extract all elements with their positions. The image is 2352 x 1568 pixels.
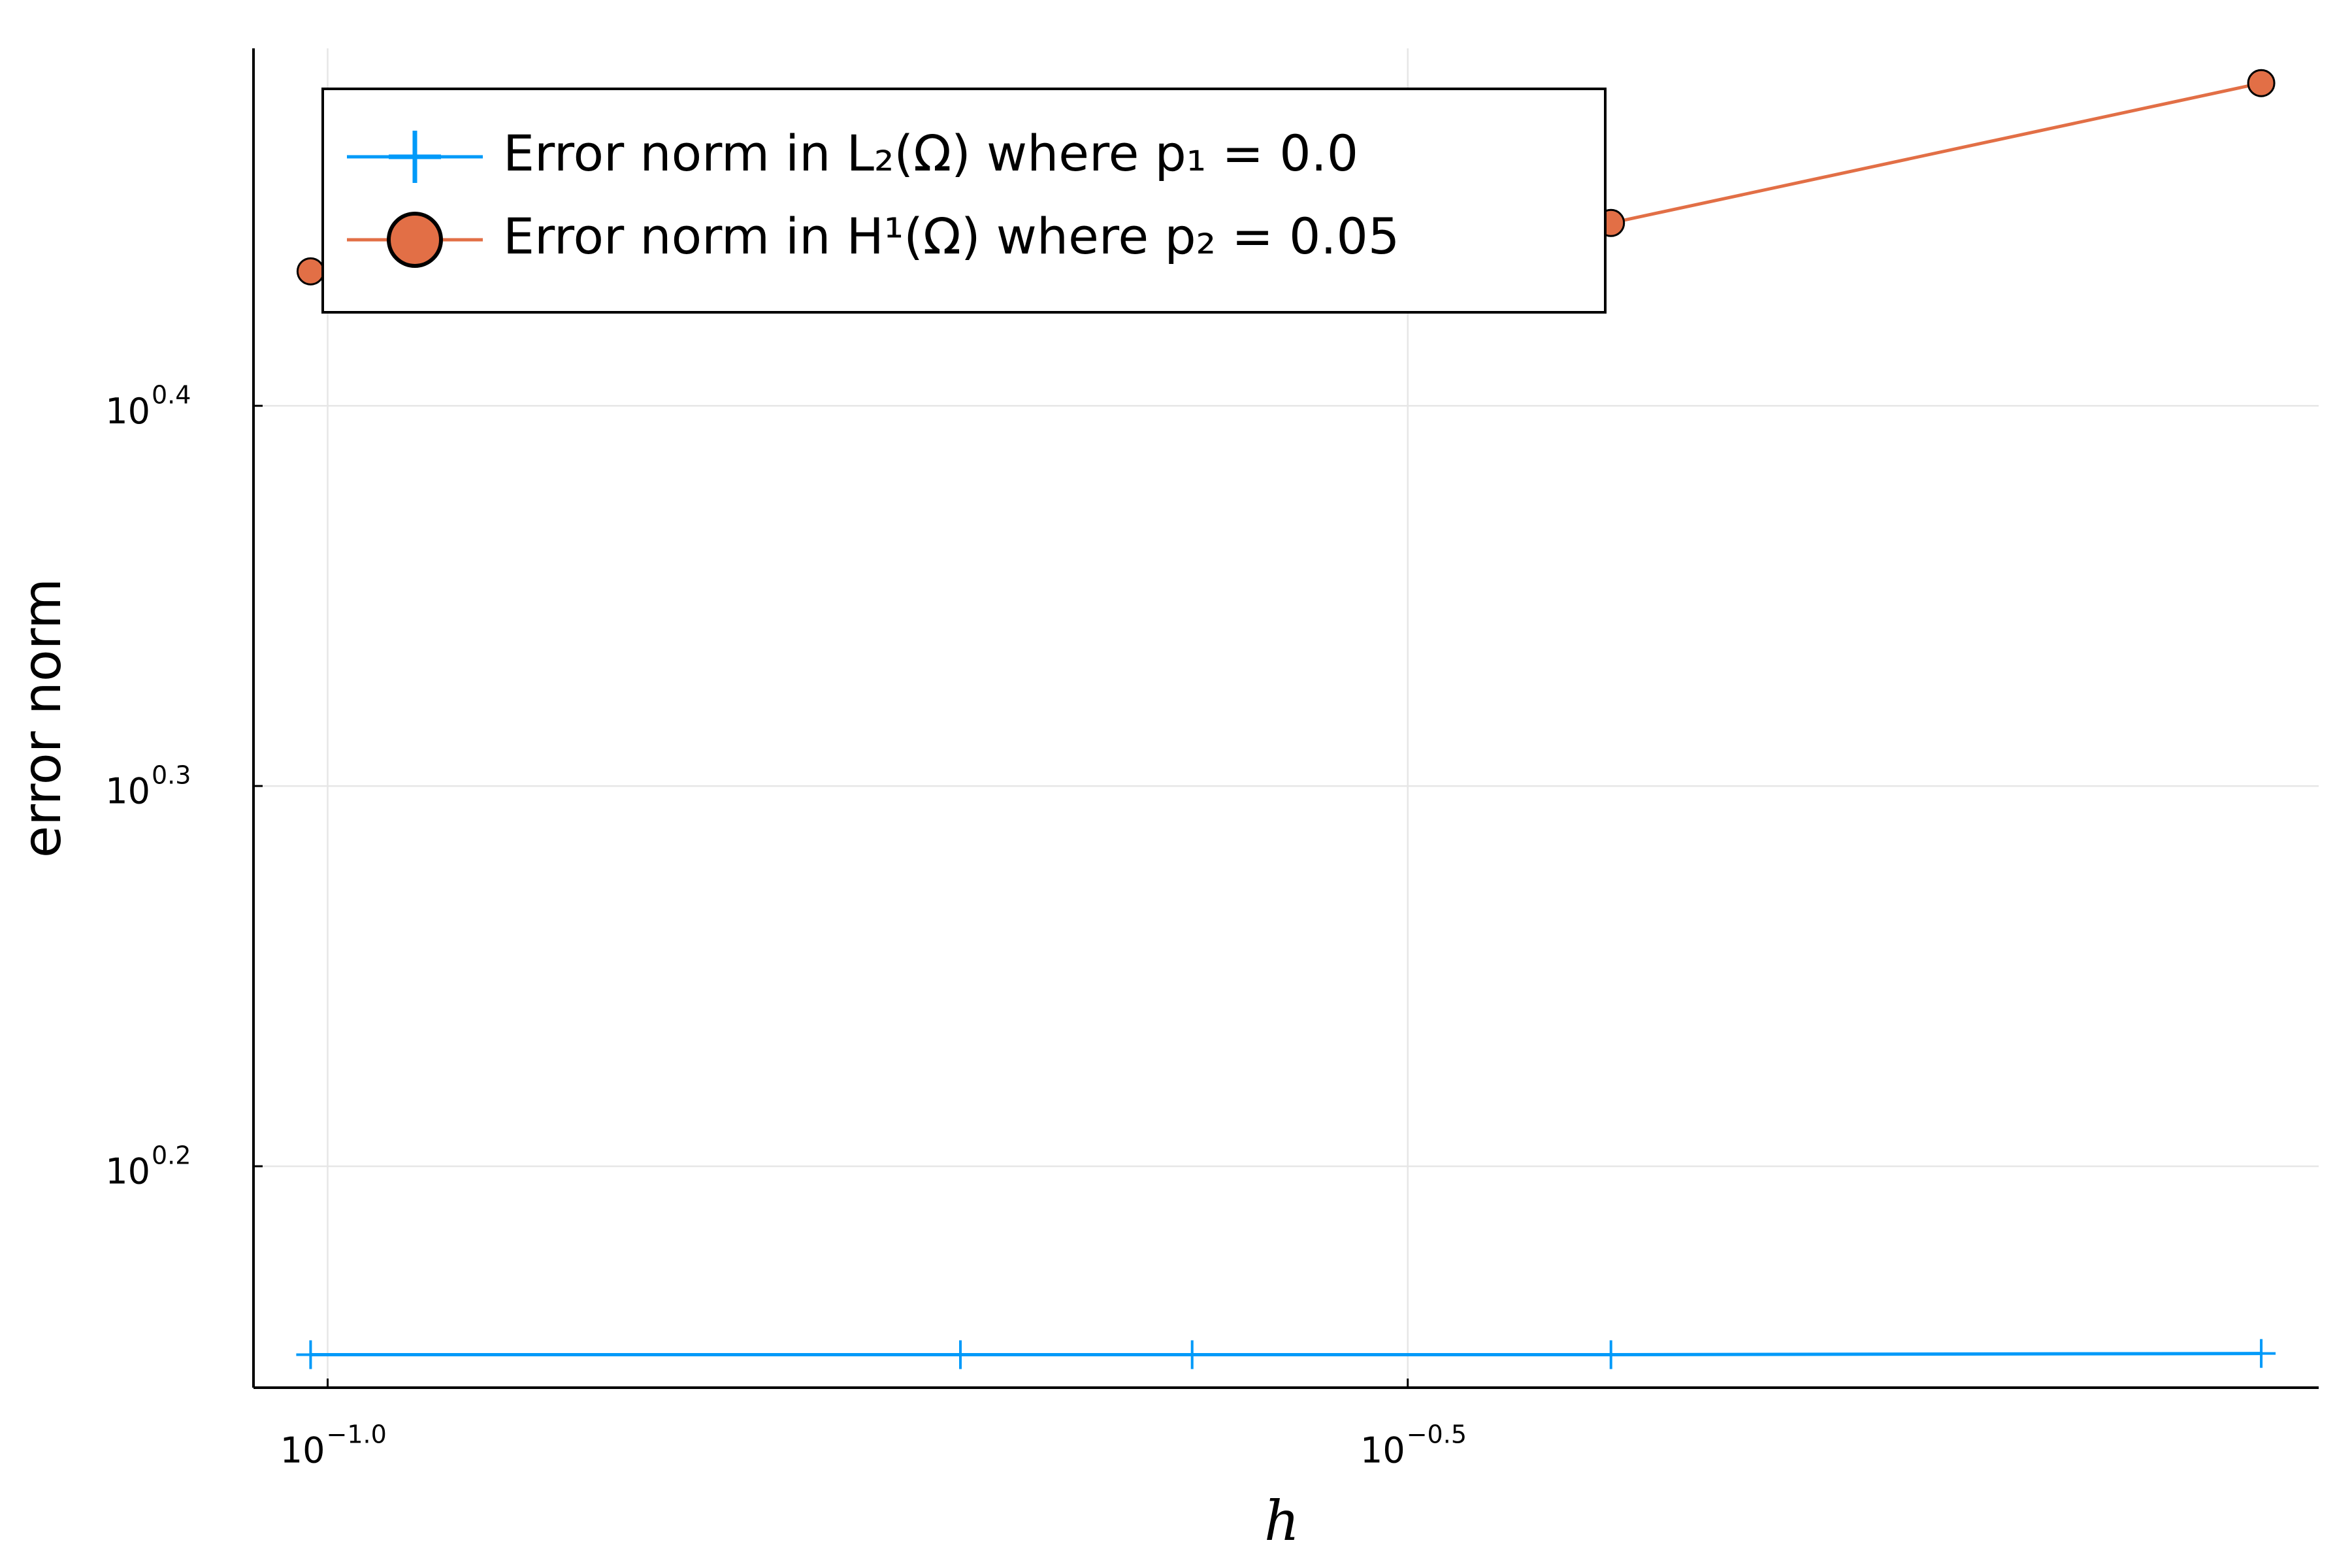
marker bbox=[2247, 1339, 2276, 1368]
series-line bbox=[310, 1352, 2262, 1356]
marker bbox=[1177, 1340, 1207, 1369]
legend: Error norm in L₂(Ω) where p₁ = 0.0 Error … bbox=[321, 88, 1607, 314]
marker bbox=[296, 1340, 325, 1369]
y-axis-label: error norm bbox=[12, 578, 73, 858]
y-tick-label-base: 10 bbox=[105, 771, 150, 812]
y-tick-label-exp: 0.4 bbox=[152, 381, 191, 410]
legend-box bbox=[321, 88, 1607, 314]
y-tick-label-base: 10 bbox=[105, 391, 150, 432]
x-tick-label-exp: −1.0 bbox=[327, 1420, 387, 1449]
marker bbox=[296, 257, 325, 286]
y-tick-label-exp: 0.3 bbox=[152, 761, 191, 790]
x-tick-label-base: 10 bbox=[1360, 1430, 1405, 1471]
series bbox=[296, 1339, 2276, 1369]
y-tick-label-base: 10 bbox=[105, 1151, 150, 1192]
marker bbox=[946, 1340, 975, 1369]
legend-marker bbox=[387, 212, 443, 268]
y-tick-label-exp: 0.2 bbox=[152, 1141, 191, 1170]
x-tick-label-base: 10 bbox=[280, 1430, 325, 1471]
x-tick-label-exp: −0.5 bbox=[1407, 1420, 1467, 1449]
legend-label: Error norm in L₂(Ω) where p₁ = 0.0 bbox=[503, 124, 1358, 182]
x-axis-label: h bbox=[1264, 1489, 1299, 1553]
legend-label: Error norm in H¹(Ω) where p₂ = 0.05 bbox=[503, 207, 1399, 265]
marker bbox=[2247, 69, 2276, 97]
marker bbox=[1596, 1340, 1625, 1369]
